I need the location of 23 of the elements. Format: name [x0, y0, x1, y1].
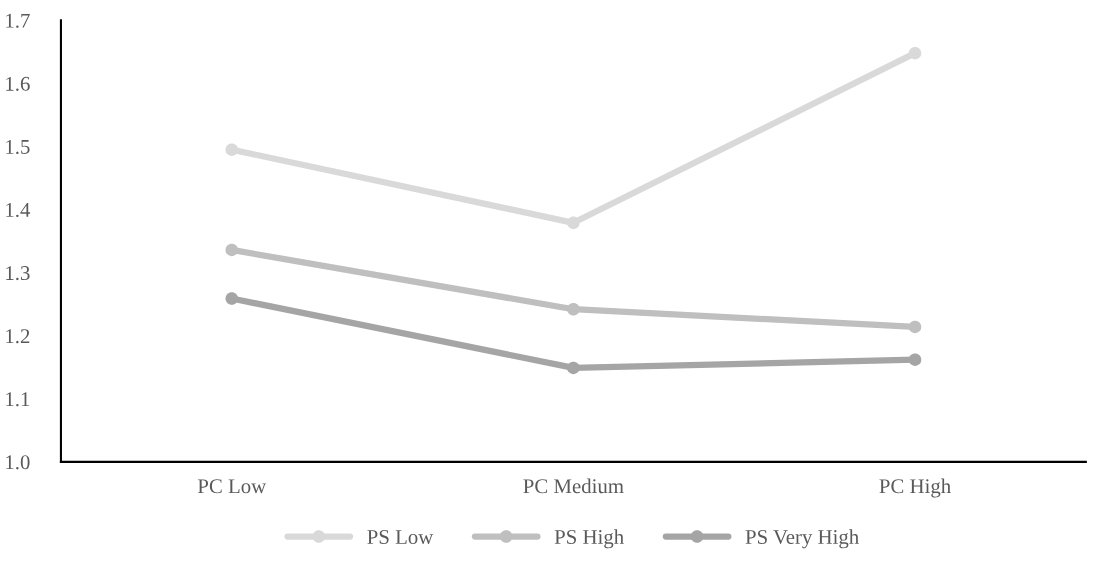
point	[567, 216, 580, 230]
point	[567, 302, 580, 316]
y-tick-label: 1.1	[6, 392, 30, 407]
legend-label: PS High	[554, 529, 624, 549]
legend-label: PS Low	[367, 530, 434, 545]
x-tick-label: PC High	[879, 478, 951, 498]
point	[908, 320, 922, 334]
y-tick-label: 1.0	[6, 455, 30, 470]
y-tick-label: 1.2	[6, 329, 30, 344]
y-tick-label: 1.6	[6, 76, 30, 91]
y-tick-label: 1.4	[6, 203, 31, 218]
point	[225, 292, 239, 305]
point	[225, 243, 239, 257]
point	[225, 143, 239, 156]
point	[908, 46, 922, 60]
y-tick-label: 1.7	[6, 13, 30, 28]
legend-label: PS Very High	[745, 529, 859, 549]
point	[908, 353, 922, 366]
x-tick-label: PC Medium	[523, 478, 624, 494]
x-tick-label: PC Low	[197, 479, 267, 494]
y-tick-label: 1.5	[6, 139, 30, 155]
y-tick-label: 1.3	[6, 266, 30, 281]
point	[567, 361, 580, 375]
